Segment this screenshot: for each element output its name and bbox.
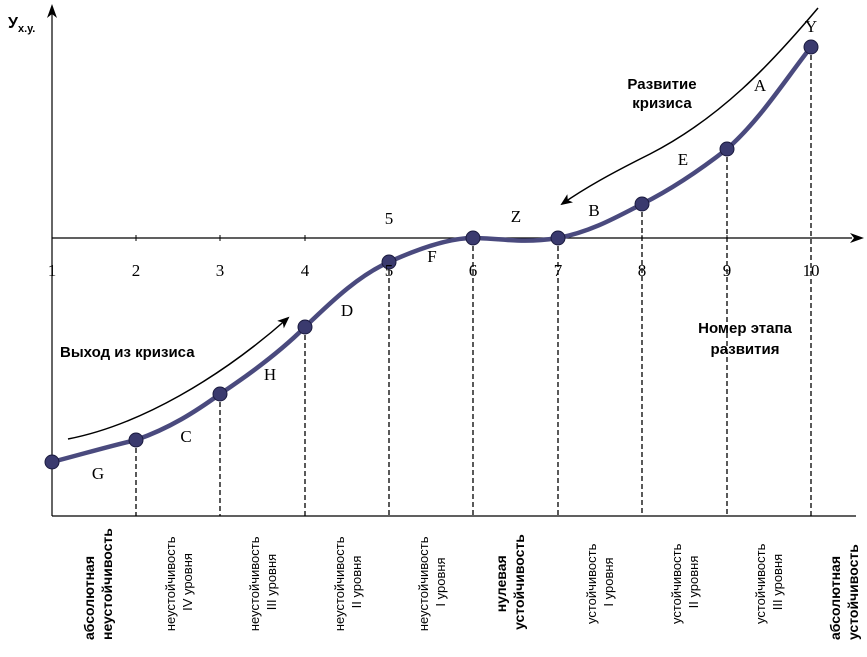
column-9: устойчивость III уровня — [753, 540, 785, 624]
stage-caption-line2: развития — [711, 341, 780, 358]
stage-number-3: 3 — [216, 261, 225, 280]
stage-number-10: 10 — [803, 261, 820, 280]
stage-number-4: 4 — [301, 261, 310, 280]
point-1 — [44, 454, 60, 470]
stage-number-9: 9 — [723, 261, 732, 280]
letter-z: Z — [511, 207, 521, 226]
y-axis-label: Ух.у. — [8, 15, 35, 35]
letter-f: F — [427, 247, 436, 266]
point-2 — [128, 432, 144, 448]
crisis-label-line1: Развитие — [627, 76, 696, 93]
development-curve — [49, 44, 814, 465]
column-4: неустойчивость II уровня — [332, 533, 364, 631]
point-4 — [297, 319, 313, 335]
stability-columns: абсолютная неустойчивость неустойчивость… — [81, 528, 861, 640]
stage-number-5: 5 — [385, 261, 394, 280]
stage-number-2: 2 — [132, 261, 141, 280]
letter-a: A — [754, 76, 767, 95]
y-axis-arrowhead — [47, 4, 57, 18]
stage-numbers: 1 2 3 4 5 6 7 8 9 10 5 — [48, 209, 820, 280]
column-10: абсолютная устойчивость — [827, 544, 861, 640]
crisis-label-line2: кризиса — [632, 95, 692, 112]
column-1: абсолютная неустойчивость — [81, 528, 115, 640]
upper-stage-five: 5 — [385, 209, 394, 228]
letter-y: Y — [805, 17, 817, 36]
point-9 — [719, 141, 735, 157]
stage-number-7: 7 — [554, 261, 563, 280]
column-7: устойчивость I уровня — [584, 540, 616, 624]
point-8 — [634, 196, 650, 212]
stage-caption-line1: Номер этапа — [698, 320, 792, 337]
curve-points — [44, 39, 819, 470]
letter-h: H — [264, 365, 276, 384]
point-5 — [381, 254, 397, 270]
stage-number-6: 6 — [469, 261, 478, 280]
column-6: нулевая устойчивость — [493, 534, 527, 630]
letter-g: G — [92, 464, 104, 483]
exit-crisis-arrow — [67, 316, 290, 440]
point-10 — [803, 39, 819, 55]
letter-b: B — [588, 201, 599, 220]
letter-e: E — [678, 150, 688, 169]
letter-c: C — [180, 427, 191, 446]
stage-number-1: 1 — [48, 261, 57, 280]
x-axis-arrowhead — [850, 233, 864, 243]
segment-letters: G C H D F Z B E A Y — [92, 17, 817, 483]
stage-dividers — [135, 47, 812, 516]
column-8: устойчивость II уровня — [669, 540, 701, 624]
exit-crisis-label: Выход из кризиса — [60, 344, 195, 361]
point-7 — [550, 230, 566, 246]
column-5: неустойчивость I уровня — [416, 533, 448, 631]
crisis-development-arrow — [560, 7, 819, 206]
letter-d: D — [341, 301, 353, 320]
point-6 — [465, 230, 481, 246]
column-3: неустойчивость III уровня — [247, 533, 279, 631]
stage-number-8: 8 — [638, 261, 647, 280]
column-2: неустойчивость IV уровня — [163, 533, 195, 631]
point-3 — [212, 386, 228, 402]
